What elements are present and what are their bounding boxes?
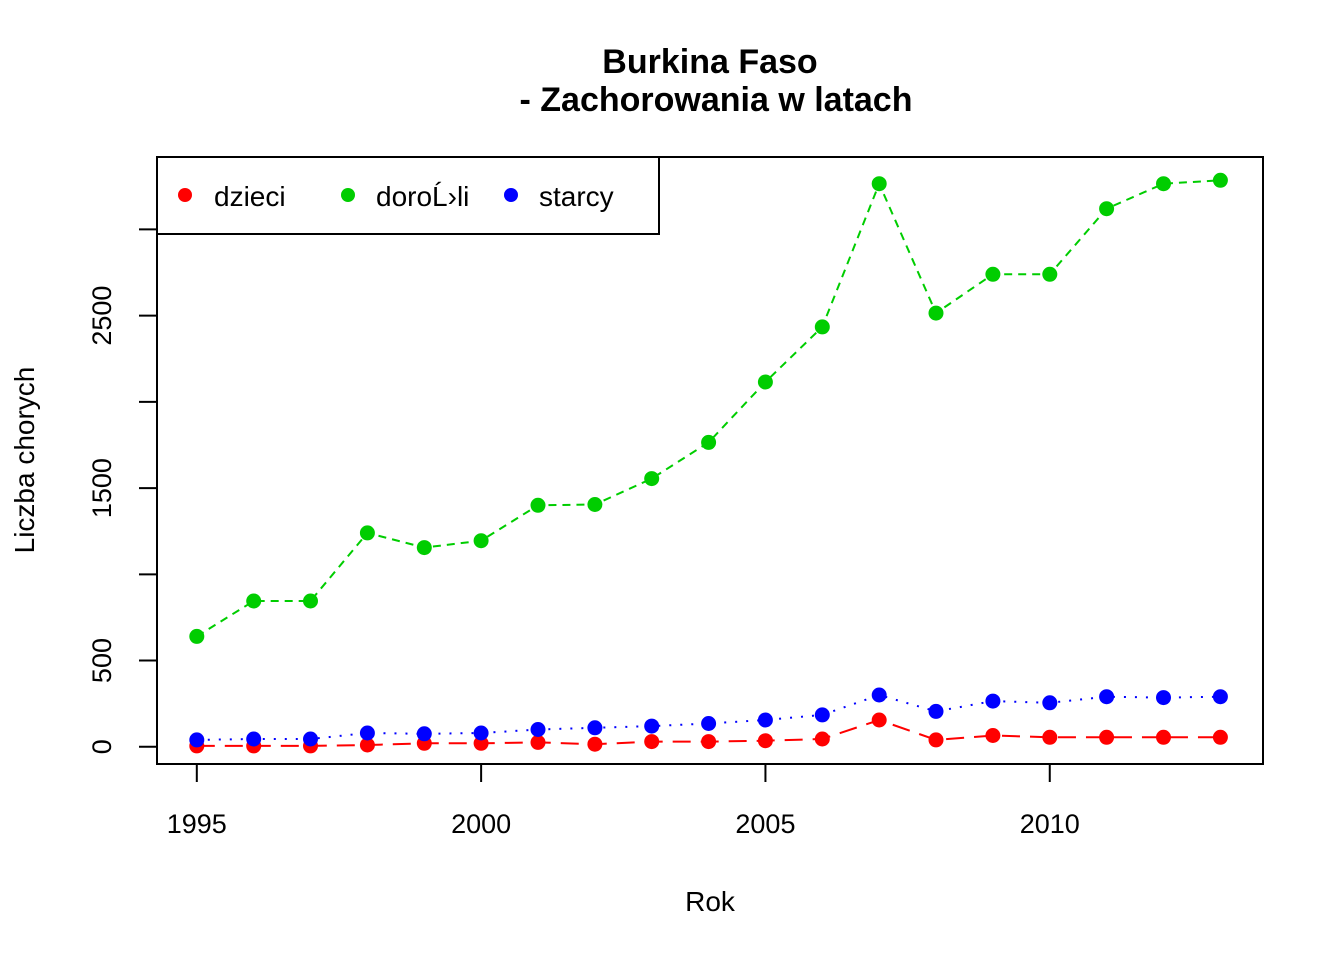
data-point <box>303 593 318 609</box>
data-point <box>928 703 944 719</box>
data-point <box>1156 176 1171 192</box>
data-point <box>530 734 546 750</box>
data-point <box>871 176 887 192</box>
y-tick-label: 500 <box>87 638 117 683</box>
plot-frame <box>156 156 1264 765</box>
data-point <box>416 726 432 742</box>
data-point <box>1042 729 1058 745</box>
data-point <box>701 734 717 750</box>
data-point <box>985 266 1001 282</box>
data-point <box>416 540 432 556</box>
data-point <box>757 733 773 749</box>
series-layer <box>189 172 1228 754</box>
data-point <box>587 497 603 512</box>
data-point <box>701 434 717 450</box>
x-tick-label: 2000 <box>451 809 511 839</box>
data-point <box>189 732 205 748</box>
data-point <box>473 533 489 549</box>
data-point <box>1042 266 1058 282</box>
data-point <box>644 718 660 734</box>
data-point <box>985 728 1001 743</box>
y-tick-label: 2500 <box>87 286 117 346</box>
data-point <box>757 712 773 728</box>
series-2 <box>189 687 1228 748</box>
y-tick-label: 0 <box>87 739 117 754</box>
data-point <box>871 712 887 728</box>
data-point <box>359 737 375 753</box>
legend-marker-dzieci <box>178 188 192 202</box>
chart-title-line-2: - Zachorowania w latach <box>520 81 913 119</box>
data-point <box>928 305 944 321</box>
data-point <box>303 731 318 747</box>
y-axis-label: Liczba chorych <box>9 367 40 554</box>
data-point <box>644 471 660 487</box>
data-point <box>1156 690 1171 706</box>
data-point <box>587 720 603 736</box>
data-point <box>701 716 717 731</box>
data-point <box>757 374 773 390</box>
x-tick-label: 2010 <box>1020 809 1080 839</box>
data-point <box>644 734 660 750</box>
legend-marker-starcy <box>504 188 518 202</box>
data-point <box>928 732 944 748</box>
legend-marker-dorosli <box>341 188 355 202</box>
data-point <box>1099 689 1115 705</box>
data-point <box>1042 695 1058 711</box>
legend-label-starcy: starcy <box>539 181 614 212</box>
data-point <box>814 731 830 747</box>
data-point <box>1099 729 1115 745</box>
data-point <box>587 736 603 752</box>
y-tick-label: 1500 <box>87 458 117 518</box>
legend-label-dorosli: doroĹ›li <box>376 181 469 212</box>
data-point <box>530 497 546 513</box>
legend: dzieci doroĹ›li starcy <box>156 156 660 235</box>
x-tick-label: 2005 <box>735 809 795 839</box>
data-point <box>1099 201 1115 217</box>
data-point <box>985 693 1001 709</box>
data-point <box>530 722 546 737</box>
series-1 <box>189 172 1228 644</box>
data-point <box>1212 689 1228 705</box>
legend-box <box>156 156 660 235</box>
data-point <box>814 319 830 335</box>
data-point <box>1212 729 1228 745</box>
x-tick-label: 1995 <box>167 809 227 839</box>
series-line <box>196 179 1221 638</box>
data-point <box>189 628 205 644</box>
legend-label-dzieci: dzieci <box>214 181 286 212</box>
data-point <box>359 725 375 741</box>
data-point <box>473 725 489 741</box>
x-axis-label: Rok <box>685 886 736 917</box>
y-axis: 0 500 1500 2500 <box>87 228 158 754</box>
data-point <box>246 593 262 609</box>
data-point <box>246 731 262 747</box>
data-point <box>871 687 887 703</box>
chart-title-line-1: Burkina Faso <box>602 43 817 81</box>
data-point <box>1156 729 1171 745</box>
data-point <box>814 707 830 723</box>
data-point <box>473 735 489 751</box>
data-point <box>359 525 375 541</box>
data-point <box>1212 172 1228 188</box>
x-axis: 1995 2000 2005 2010 <box>167 763 1080 839</box>
